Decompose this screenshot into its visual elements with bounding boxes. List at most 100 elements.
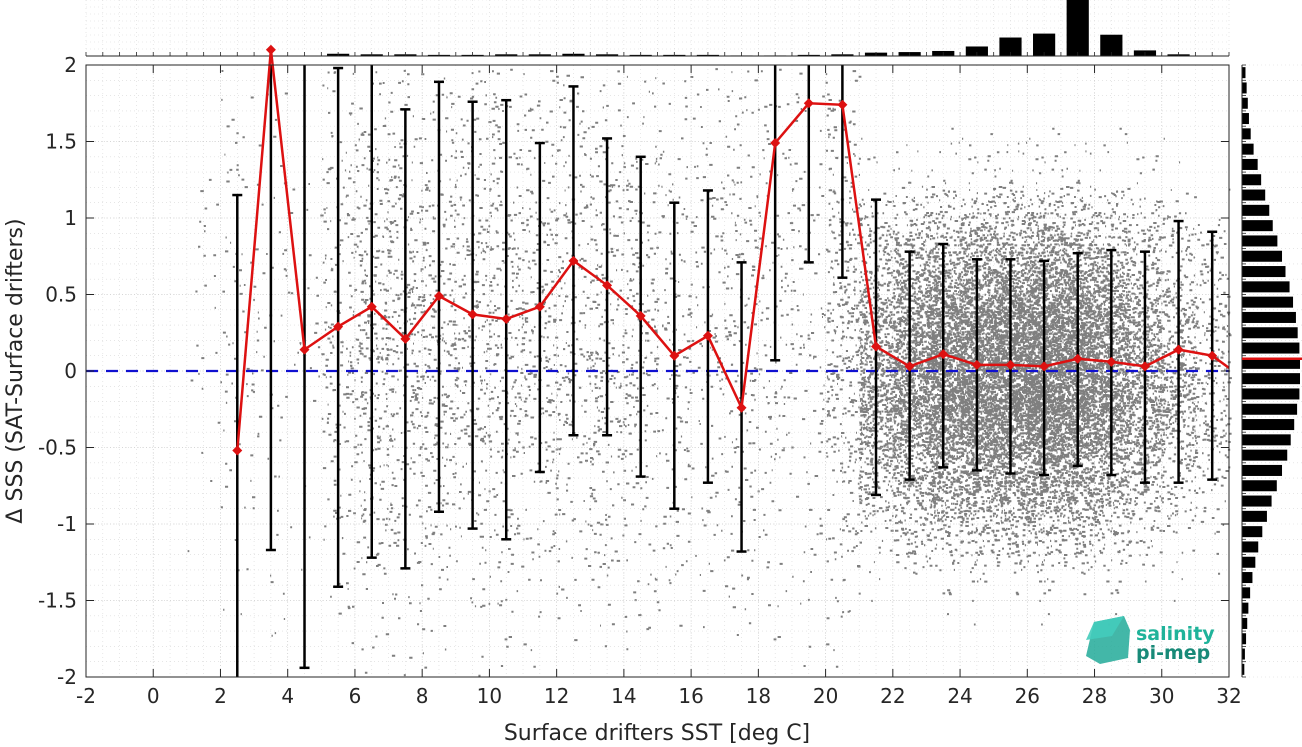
- right-histogram-bar: [1242, 510, 1267, 522]
- right-histogram-frame: [1241, 65, 1302, 677]
- mean-marker: [1072, 353, 1083, 364]
- top-histogram-bar: [999, 37, 1022, 56]
- right-histogram-bar: [1242, 143, 1254, 155]
- mean-marker: [1207, 350, 1218, 361]
- right-histogram-bar: [1242, 663, 1245, 675]
- right-histogram-bar: [1242, 480, 1277, 492]
- y-tick-label: 1: [64, 206, 77, 230]
- top-histogram: [85, 0, 1230, 57]
- mean-marker: [1106, 356, 1117, 367]
- x-tick-label: 20: [813, 684, 838, 708]
- error-bar: [299, 65, 310, 670]
- right-histogram-bar: [1242, 587, 1251, 599]
- right-histogram-bar: [1242, 342, 1300, 354]
- y-tick-label: 0: [64, 359, 77, 383]
- mean-marker: [366, 301, 377, 312]
- x-tick-label: 4: [281, 684, 294, 708]
- right-histogram-bar: [1242, 113, 1249, 125]
- right-histogram-bar: [1242, 281, 1290, 293]
- right-histogram-bar: [1242, 373, 1300, 385]
- x-tick-label: 22: [880, 684, 905, 708]
- mean-marker: [837, 99, 848, 110]
- x-tick-label: 8: [416, 684, 429, 708]
- mean-marker: [803, 98, 814, 109]
- right-histogram-bar: [1242, 189, 1266, 201]
- right-histogram-bar: [1242, 388, 1300, 400]
- right-histogram-bar: [1242, 82, 1247, 94]
- y-tick-label: -1: [57, 512, 77, 536]
- right-histogram-bar: [1242, 296, 1294, 308]
- mean-marker: [1173, 344, 1184, 355]
- right-histogram-bar: [1242, 158, 1258, 170]
- mean-marker: [904, 361, 915, 372]
- x-tick-label: 10: [477, 684, 502, 708]
- x-tick-label: 28: [1082, 684, 1107, 708]
- mean-marker: [433, 291, 444, 302]
- mean-marker: [871, 341, 882, 352]
- mean-marker: [534, 301, 545, 312]
- right-histogram-bar: [1242, 495, 1272, 507]
- mean-marker: [400, 333, 411, 344]
- logo-cube-shade: [1086, 616, 1124, 640]
- y-tick-label: 2: [64, 53, 77, 77]
- x-tick-label: 30: [1149, 684, 1174, 708]
- mean-marker: [971, 359, 982, 370]
- right-histogram-bar: [1242, 357, 1300, 369]
- mean-marker: [333, 321, 344, 332]
- right-histogram-bar: [1242, 556, 1256, 568]
- mean-marker: [770, 138, 781, 149]
- mean-marker: [635, 310, 646, 321]
- mean-marker: [501, 313, 512, 324]
- right-histogram-bar: [1242, 327, 1298, 339]
- logo-line-2: pi-mep: [1136, 642, 1210, 664]
- right-histogram-bar: [1242, 220, 1273, 232]
- right-histogram-bar: [1242, 617, 1248, 629]
- right-histogram-bar: [1242, 266, 1286, 278]
- x-tick-label: 0: [147, 684, 160, 708]
- y-tick-label: 1.5: [45, 130, 77, 154]
- error-bar: [770, 65, 781, 362]
- mean-marker: [702, 330, 713, 341]
- y-tick-label: -1.5: [38, 589, 77, 613]
- mean-marker: [265, 44, 276, 55]
- x-tick-label: 6: [349, 684, 362, 708]
- top-histogram-bar: [965, 46, 988, 56]
- right-histogram-bar: [1242, 541, 1259, 553]
- y-tick-label: -2: [57, 665, 77, 689]
- x-tick-label: 16: [678, 684, 703, 708]
- right-histogram-bar: [1242, 311, 1296, 323]
- x-tick-label: 2: [214, 684, 227, 708]
- right-histogram-bar: [1242, 464, 1283, 476]
- right-histogram-bar: [1242, 204, 1270, 216]
- mean-marker: [602, 280, 613, 291]
- x-tick-label: 26: [1015, 684, 1040, 708]
- right-histogram-bar: [1242, 128, 1251, 140]
- right-histogram-bar: [1242, 633, 1247, 645]
- right-histogram-bar: [1242, 526, 1263, 538]
- right-histogram-bar: [1242, 602, 1249, 614]
- mean-marker: [568, 255, 579, 266]
- right-histogram-bar: [1242, 67, 1246, 79]
- right-histogram-bar: [1242, 449, 1288, 461]
- mean-marker: [467, 309, 478, 320]
- x-tick-label: 32: [1216, 684, 1241, 708]
- mean-marker: [669, 350, 680, 361]
- top-histogram-bar: [1033, 33, 1056, 56]
- mean-marker: [938, 349, 949, 360]
- x-tick-label: 14: [611, 684, 636, 708]
- right-histogram-bar: [1242, 97, 1248, 109]
- mean-marker: [1139, 361, 1150, 372]
- right-histogram-bar: [1242, 419, 1295, 431]
- right-histogram-bar: [1242, 174, 1262, 186]
- x-axis-label: Surface drifters SST [deg C]: [504, 721, 810, 746]
- right-histogram-bar: [1242, 434, 1291, 446]
- top-histogram-bar: [1066, 0, 1089, 56]
- top-histogram-bar: [1100, 34, 1123, 56]
- right-histogram-bar: [1242, 403, 1298, 415]
- x-tick-label: 24: [947, 684, 972, 708]
- right-histogram-bar: [1242, 572, 1253, 584]
- mean-marker: [299, 344, 310, 355]
- error-bar: [803, 65, 814, 264]
- mean-marker: [1005, 359, 1016, 370]
